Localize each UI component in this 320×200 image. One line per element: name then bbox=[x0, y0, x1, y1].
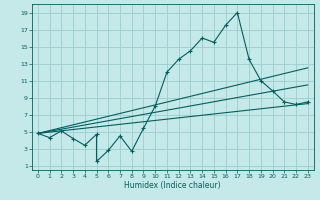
X-axis label: Humidex (Indice chaleur): Humidex (Indice chaleur) bbox=[124, 181, 221, 190]
